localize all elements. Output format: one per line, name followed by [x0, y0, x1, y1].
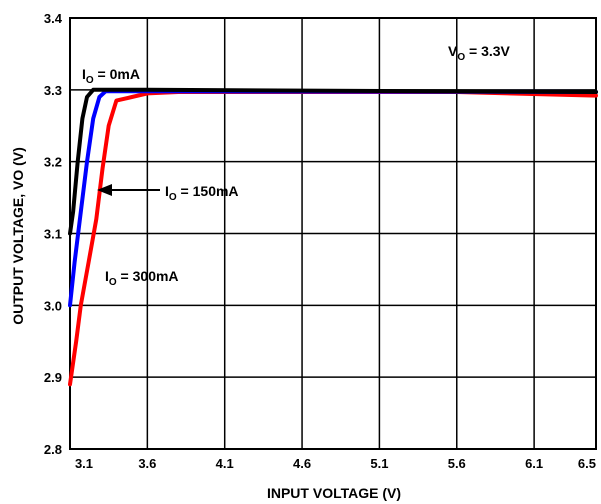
- y-tick-label: 3.4: [44, 11, 63, 26]
- y-tick-label: 3.3: [44, 83, 62, 98]
- annotation-vo: VO = 3.3V: [448, 43, 511, 63]
- y-tick-label: 3.1: [44, 227, 62, 242]
- x-tick-label: 3.1: [75, 456, 93, 471]
- y-tick-label: 2.8: [44, 442, 62, 457]
- annotation-io-300ma: IO = 300mA: [105, 268, 179, 288]
- annotation-io-150ma: IO = 150mA: [165, 183, 239, 203]
- x-tick-label: 5.1: [370, 456, 388, 471]
- x-tick-label: 6.1: [525, 456, 543, 471]
- x-tick-label: 3.6: [138, 456, 156, 471]
- x-tick-label: 6.5: [578, 456, 596, 471]
- annotation-arrow-head: [97, 184, 112, 196]
- y-tick-label: 3.0: [44, 298, 62, 313]
- x-tick-label: 4.6: [293, 456, 311, 471]
- series-line-io-0ma: [68, 87, 598, 236]
- annotation-io-0ma: IO = 0mA: [82, 66, 140, 86]
- y-tick-labels: 2.8 2.9 3.0 3.1 3.2 3.3 3.4: [44, 11, 63, 457]
- y-tick-label: 3.2: [44, 155, 62, 170]
- x-tick-label: 5.6: [448, 456, 466, 471]
- y-axis-title: OUTPUT VOLTAGE, VO (V): [10, 147, 26, 325]
- x-tick-labels: 3.1 3.6 4.1 4.6 5.1 5.6 6.1 6.5: [75, 456, 596, 471]
- y-tick-label: 2.9: [44, 370, 62, 385]
- x-axis-title: INPUT VOLTAGE (V): [267, 485, 401, 501]
- x-tick-label: 4.1: [216, 456, 234, 471]
- series-group: [68, 87, 598, 387]
